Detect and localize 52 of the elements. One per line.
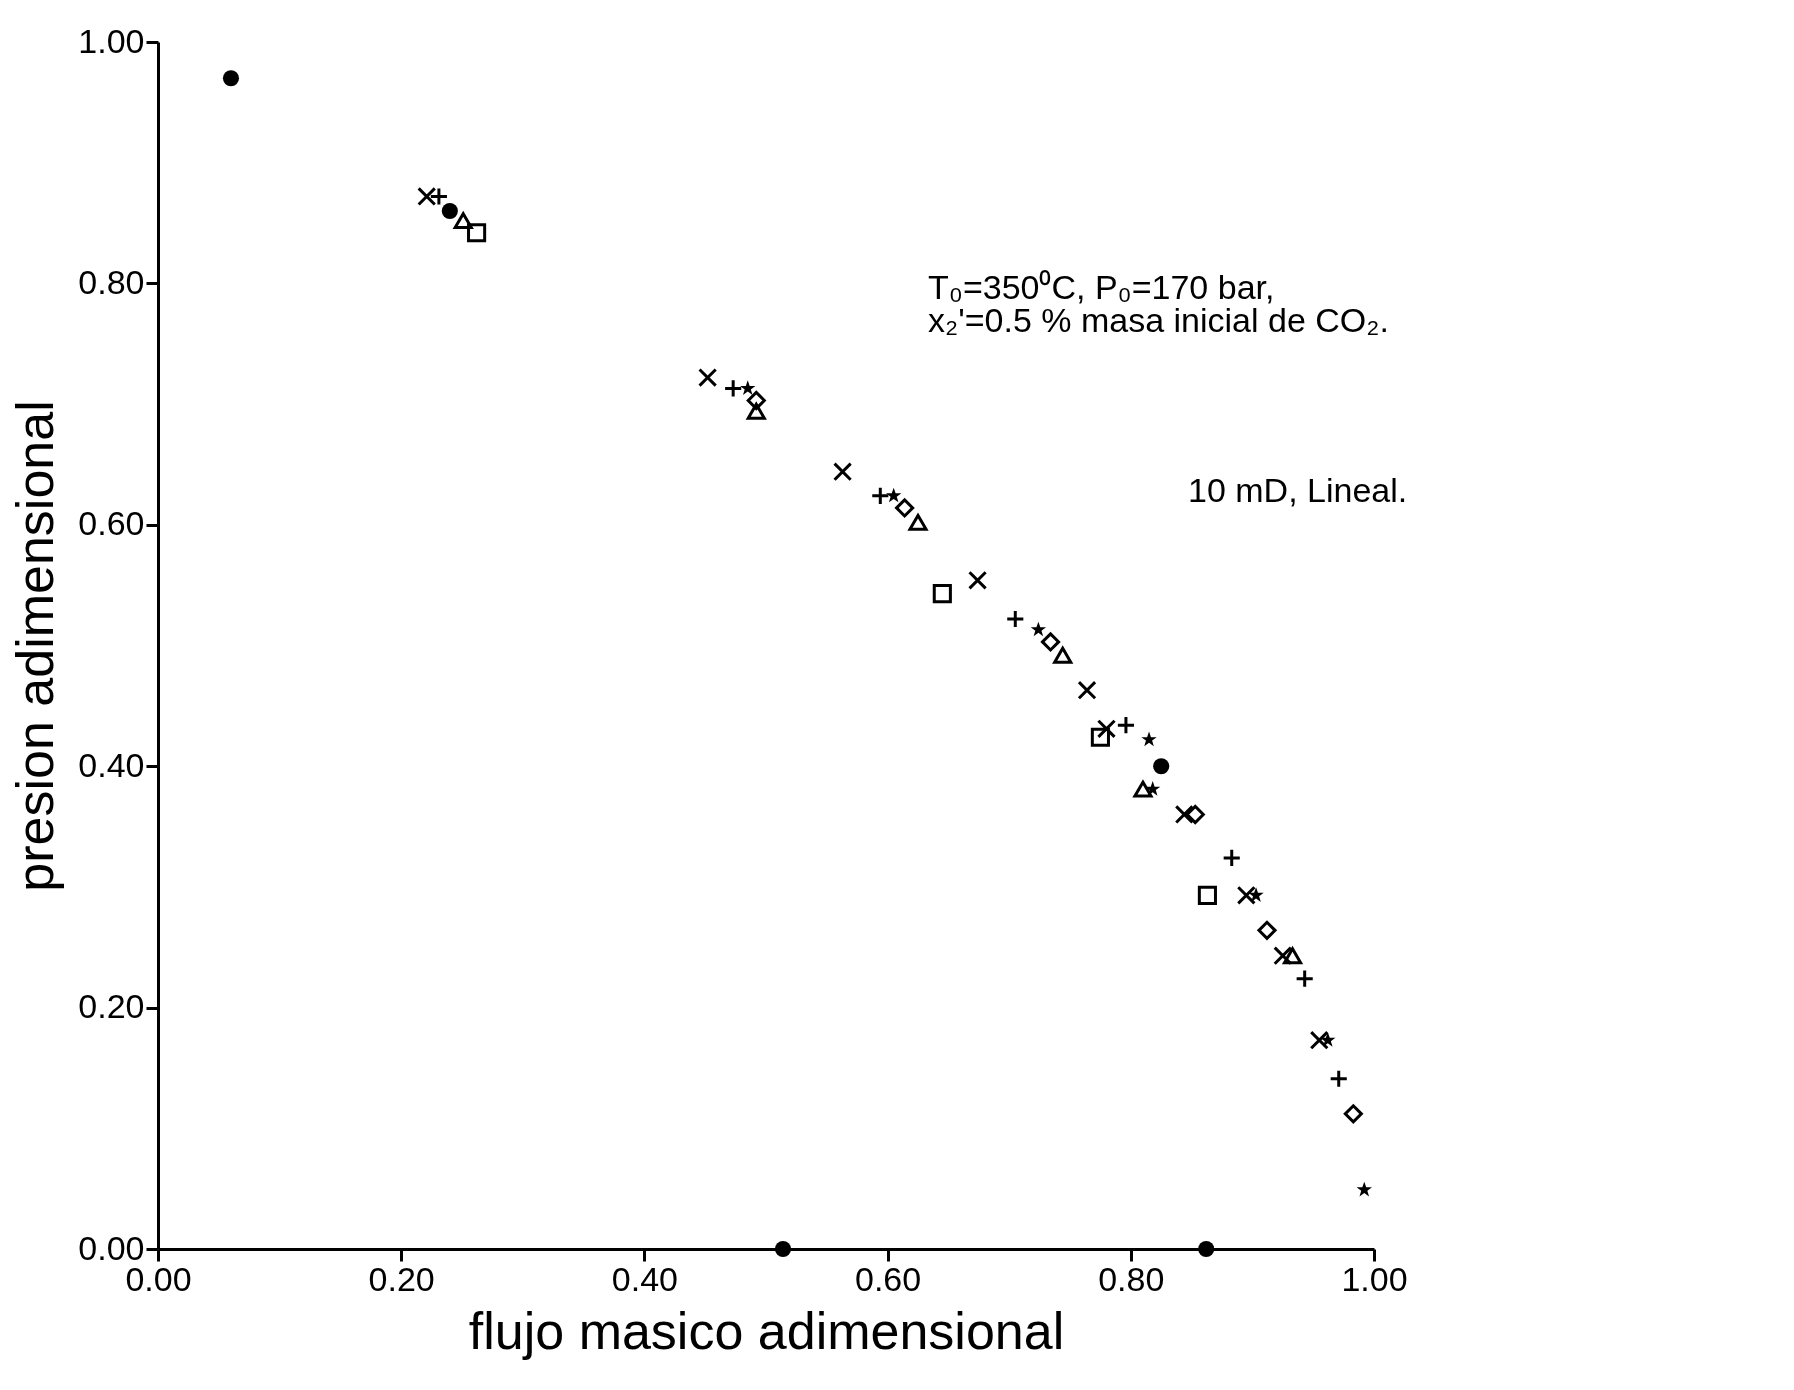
x-tick-label: 0.40	[611, 1259, 678, 1298]
point	[453, 212, 473, 230]
point	[1153, 758, 1170, 775]
point	[932, 584, 952, 604]
point	[1053, 646, 1073, 664]
point	[1141, 731, 1157, 747]
point	[222, 70, 240, 87]
point	[1282, 947, 1303, 965]
y-axis-title: presion adimensional	[6, 400, 65, 892]
point	[1133, 780, 1153, 798]
y-tick-label: 1.00	[78, 21, 145, 60]
point	[1077, 680, 1097, 700]
annotation: T₀=350⁰C, P₀=170 bar,	[928, 268, 1275, 306]
y-tick-label: 0.80	[78, 262, 145, 301]
y-tick-label: 0.40	[78, 745, 145, 784]
point	[1248, 887, 1264, 902]
point	[467, 223, 487, 243]
point	[1040, 632, 1061, 652]
point	[1356, 1181, 1372, 1197]
point	[746, 402, 766, 420]
point	[746, 390, 766, 411]
point	[1030, 621, 1047, 637]
x-tick-label: 0.80	[1098, 1259, 1165, 1298]
x-tick-label: 0.20	[368, 1259, 435, 1298]
point	[1257, 920, 1277, 940]
point	[886, 487, 902, 503]
point	[1236, 885, 1256, 905]
y-tick-label: 0.20	[78, 987, 145, 1026]
point	[908, 513, 928, 531]
annotation: 10 mD, Lineal.	[1188, 471, 1408, 509]
point	[1343, 1104, 1363, 1124]
point	[774, 1240, 792, 1258]
point	[698, 367, 718, 388]
point	[833, 462, 853, 482]
point	[1096, 719, 1117, 739]
point	[1309, 1030, 1329, 1050]
point	[1198, 1240, 1215, 1258]
point	[895, 498, 915, 518]
y-tick-label: 0.60	[78, 504, 145, 543]
point	[417, 186, 437, 207]
point	[1185, 804, 1205, 825]
x-axis-title: flujo masico adimensional	[468, 1301, 1065, 1360]
point	[1090, 727, 1110, 747]
point	[1174, 804, 1194, 825]
x-tick-label: 0.60	[855, 1259, 922, 1298]
x-tick-label: 1.00	[1341, 1259, 1408, 1298]
point	[1197, 885, 1217, 905]
point	[968, 570, 988, 590]
point	[1320, 1032, 1336, 1047]
point	[1273, 946, 1293, 966]
point	[441, 202, 458, 220]
point	[740, 380, 756, 395]
